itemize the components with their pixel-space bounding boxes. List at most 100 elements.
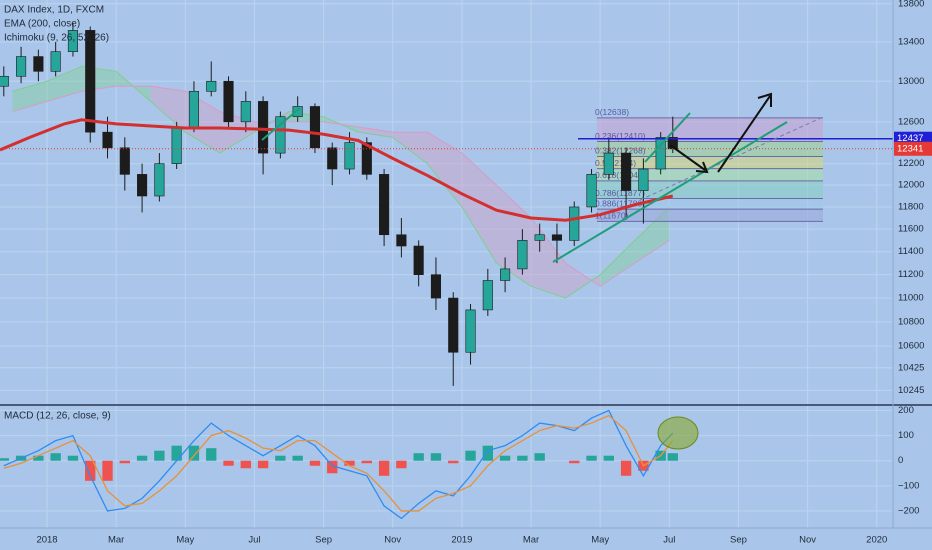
y-tick-label: 12000 [898, 180, 924, 191]
arrow [669, 144, 706, 171]
y-tick-label: 100 [898, 430, 914, 441]
ichimoku-cloud [358, 126, 393, 138]
y-tick-label: 13000 [898, 76, 924, 87]
y-tick-label: 12200 [898, 158, 924, 169]
fib-label: 0(12638) [595, 107, 629, 117]
macd-histogram-bar [240, 460, 251, 469]
legend-entry: EMA (200, close) [4, 19, 80, 30]
candle-body [154, 163, 165, 197]
macd-histogram-bar [292, 455, 303, 461]
candle-body [500, 268, 511, 281]
fib-band [597, 156, 823, 169]
candle-body [430, 274, 442, 299]
y-tick-label: 11800 [898, 201, 924, 212]
macd-histogram-bar [154, 450, 165, 461]
candle-body [361, 142, 372, 175]
macd-histogram-bar [33, 455, 44, 461]
y-tick-label: 13400 [898, 36, 924, 47]
x-tick-label: 2019 [451, 535, 472, 546]
fib-label: 0.786(11877) [595, 188, 645, 198]
candle-body [188, 90, 200, 128]
macd-histogram-bar [309, 460, 321, 466]
x-tick-label: 2018 [36, 535, 57, 546]
macd-histogram-bar [378, 460, 390, 476]
macd-histogram-bar [327, 460, 338, 474]
x-tick-label: Jul [248, 535, 260, 546]
x-tick-label: 2020 [866, 535, 887, 546]
fib-label: 0.618(12040) [595, 170, 646, 180]
x-tick-label: Sep [730, 535, 747, 546]
candle-body [465, 309, 476, 353]
candle-body [85, 30, 96, 133]
y-tick-label: 13800 [898, 0, 924, 9]
candle-body [50, 51, 61, 72]
candle-body [137, 174, 148, 197]
macd-histogram-bar [569, 460, 580, 464]
legend-entry: Ichimoku (9, 26, 52, 26) [4, 33, 109, 44]
price-marker-box [894, 141, 932, 156]
highlight-ellipse [657, 416, 699, 450]
x-tick-label: Mar [523, 535, 539, 546]
ichimoku-cloud [392, 132, 428, 164]
y-tick-label: 11600 [898, 224, 924, 235]
candle-body [206, 80, 217, 92]
candle-body [621, 152, 632, 191]
y-tick-label: 0 [898, 455, 903, 466]
fib-band [597, 198, 823, 210]
macd-histogram-bar [430, 453, 442, 461]
candle-body [240, 101, 251, 123]
macd-line [3, 409, 674, 520]
fib-band [597, 168, 823, 181]
candle-body [379, 174, 390, 236]
macd-histogram-bar [136, 455, 148, 461]
ichimoku-cloud [461, 153, 497, 264]
candle-body [16, 56, 27, 77]
y-tick-label: 10800 [898, 316, 924, 327]
macd-histogram-bar [102, 460, 113, 481]
x-tick-label: Jul [663, 535, 675, 546]
candle-body [448, 297, 459, 353]
candle-body [586, 174, 597, 208]
candle-body [33, 56, 44, 72]
macd-histogram-bar [620, 460, 632, 476]
macd-histogram-bar [413, 453, 424, 461]
candle-body [309, 106, 321, 149]
y-tick-label: 11400 [898, 246, 924, 257]
macd-histogram-bar [67, 455, 79, 461]
candle-body [275, 116, 286, 154]
macd-histogram-bar [361, 460, 372, 464]
arrow [717, 95, 771, 173]
macd-histogram-bar [448, 460, 459, 464]
ema-line [0, 118, 674, 222]
price-marker-label: 12437 [897, 133, 923, 144]
chart-title: MACD (12, 26, close, 9) [4, 411, 111, 422]
trend-line [552, 121, 788, 263]
y-tick-label: 10425 [898, 362, 924, 373]
x-tick-label: Nov [799, 535, 816, 546]
fib-label: 0.886(11780) [595, 198, 645, 208]
macd-line [3, 414, 674, 512]
macd-histogram-bar [396, 460, 407, 469]
trend-line [261, 107, 301, 141]
macd-histogram-bar [257, 460, 269, 469]
candle-body [258, 101, 269, 154]
arrow-head [757, 92, 772, 107]
y-tick-label: 200 [898, 405, 914, 416]
candle-body [327, 147, 338, 170]
y-tick-label: 10600 [898, 341, 924, 352]
candle-body [534, 234, 545, 241]
macd-histogram-bar [344, 460, 355, 466]
macd-histogram-bar [171, 445, 182, 461]
macd-histogram-bar [188, 445, 200, 461]
x-tick-label: May [591, 535, 609, 546]
y-tick-label: 11200 [898, 269, 924, 280]
macd-histogram-bar [465, 450, 476, 461]
macd-histogram-bar [586, 455, 597, 461]
x-tick-label: Mar [108, 535, 124, 546]
candle-body [517, 240, 528, 270]
x-tick-label: Sep [315, 535, 332, 546]
candle-body [396, 234, 407, 247]
fib-label: 0.382(12268) [595, 146, 646, 156]
macd-histogram-bar [603, 455, 615, 461]
